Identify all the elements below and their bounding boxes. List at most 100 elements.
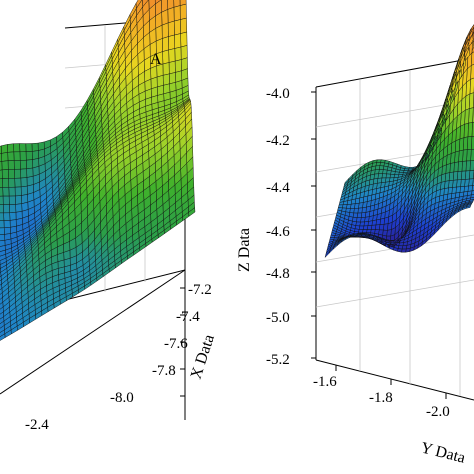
z-tick-label: -4.2	[266, 133, 290, 149]
panel-a-x-axis	[180, 287, 185, 397]
panel-a: A -7.2 -7.4 -7.6 -7.8 -8.0 X Data -2.4	[0, 0, 218, 433]
panel-a-surface-cell	[161, 9, 169, 26]
panel-a-surface-cell	[25, 151, 33, 161]
panel-a-surface-cell	[20, 185, 28, 196]
panel-b-surface-cell	[356, 217, 362, 223]
z-tick-label: -5.0	[266, 310, 290, 326]
z-tick-label: -4.8	[266, 266, 290, 282]
panel-b-surface-cell	[386, 229, 392, 237]
panel-a-surface-cell	[26, 159, 34, 170]
panel-b: -4.0 -4.2 -4.4 -4.6 -4.8 -5.0 -5.2 Z Dat…	[236, 24, 474, 467]
x-tick-label: -7.2	[188, 282, 212, 298]
panel-b-y-axis	[335, 365, 447, 399]
panel-a-surface-cell	[13, 160, 21, 170]
panel-b-y-axis-title: Y Data	[419, 439, 467, 466]
panel-a-surface-cell	[31, 142, 39, 152]
panel-a-surface-cell	[180, 45, 188, 60]
panel-a-surface-cell	[162, 73, 170, 86]
panel-b-surface-cell	[401, 245, 408, 250]
panel-a-surface-cell	[26, 167, 34, 178]
y-tick-label: -1.6	[313, 374, 337, 390]
panel-b-surface-cell	[356, 212, 363, 218]
panel-a-surface-cell	[173, 5, 181, 22]
panel-b-z-axis-title: Z Data	[236, 228, 253, 272]
panel-a-surface-cell	[0, 195, 4, 205]
panel-a-surface-cell	[25, 143, 33, 152]
panel-a-surface-cell	[15, 195, 22, 205]
panel-a-surface-cell	[19, 159, 27, 170]
x-tick-label: -8.0	[110, 390, 134, 406]
panel-a-surface-cell	[7, 160, 15, 170]
panel-a-x-axis-title: X Data	[188, 332, 218, 381]
panel-a-surface-cell	[1, 160, 9, 171]
panel-a-surface-cell	[2, 187, 10, 197]
panel-b-surface-cell	[358, 225, 365, 230]
panel-a-surface-cell	[20, 177, 28, 188]
panel-a-surface-cell	[19, 143, 27, 153]
panel-a-label: A	[150, 51, 162, 68]
panel-a-surface-cell	[31, 150, 39, 160]
panel-a-surface-cell	[173, 19, 181, 36]
panel-a-surface-cell	[167, 6, 175, 24]
panel-a-surface-cell	[8, 186, 16, 197]
panel-a-surface-cell	[161, 22, 169, 39]
panel-b-surface-cell	[379, 224, 385, 231]
panel-a-surface-cell	[0, 204, 4, 214]
panel-a-surface-cell	[0, 178, 3, 188]
panel-a-surface-cell	[169, 72, 176, 85]
x-tick-label: -7.8	[152, 363, 176, 379]
z-tick-label: -4.4	[266, 180, 290, 196]
panel-a-surface-cell	[3, 220, 11, 229]
panel-a-surface-cell	[0, 212, 5, 221]
panel-b-surface	[324, 24, 474, 258]
panel-a-surface-cell	[8, 178, 16, 188]
panel-a-surface-cell	[1, 152, 9, 162]
x-tick-label: -7.6	[164, 336, 188, 352]
panel-a-surface-cell	[9, 212, 17, 221]
panel-a-surface-cell	[3, 212, 11, 221]
panel-a-surface-cell	[19, 151, 27, 161]
panel-a-surface-cell	[174, 46, 182, 62]
x-tick-label: -7.4	[176, 309, 200, 325]
panel-a-surface	[0, 0, 196, 341]
z-tick-label: -4.0	[266, 86, 290, 102]
panel-a-surface-cell	[20, 168, 28, 179]
y-tick-label: -2.4	[25, 417, 49, 433]
panel-a-surface-cell	[8, 195, 16, 205]
panel-a-surface-cell	[2, 195, 10, 205]
panel-a-surface-cell	[1, 144, 8, 154]
panel-a-surface-cell	[0, 333, 6, 341]
panel-a-surface-cell	[162, 62, 170, 76]
panel-b-surface-cell	[359, 221, 365, 227]
panel-a-surface-cell	[174, 59, 182, 73]
panel-a-surface-cell	[0, 161, 3, 171]
panel-a-surface-cell	[0, 187, 4, 197]
panel-b-surface-cell	[342, 204, 348, 209]
panel-a-surface-cell	[9, 204, 17, 214]
panel-b-surface-cell	[353, 207, 359, 214]
panel-a-surface-cell	[3, 204, 10, 214]
panel-b-surface-cell	[324, 250, 330, 258]
panel-a-surface-cell	[179, 3, 187, 20]
panel-a-surface-cell	[156, 75, 164, 88]
panel-b-z-axis	[311, 91, 316, 359]
panel-a-surface-cell	[15, 203, 23, 213]
z-tick-label: -5.2	[266, 352, 290, 368]
panel-a-surface-cell	[2, 178, 10, 188]
panel-a-surface-cell	[167, 20, 175, 37]
panel-a-surface-cell	[13, 143, 21, 153]
panel-a-surface-cell	[7, 151, 15, 161]
panel-b-surface-cell	[398, 242, 404, 247]
panel-a-surface-cell	[1, 169, 9, 179]
panel-a-surface-cell	[168, 60, 176, 75]
panel-a-surface-cell	[180, 17, 188, 34]
panel-a-surface-cell	[180, 31, 188, 48]
panel-a-surface-cell	[162, 36, 169, 52]
panel-a-surface-cell	[3, 227, 11, 235]
y-tick-label: -2.0	[426, 404, 450, 420]
panel-a-surface-cell	[13, 151, 21, 161]
panel-a-surface-cell	[168, 48, 176, 63]
z-tick-label: -4.6	[266, 224, 290, 240]
panel-a-surface-cell	[0, 220, 5, 229]
